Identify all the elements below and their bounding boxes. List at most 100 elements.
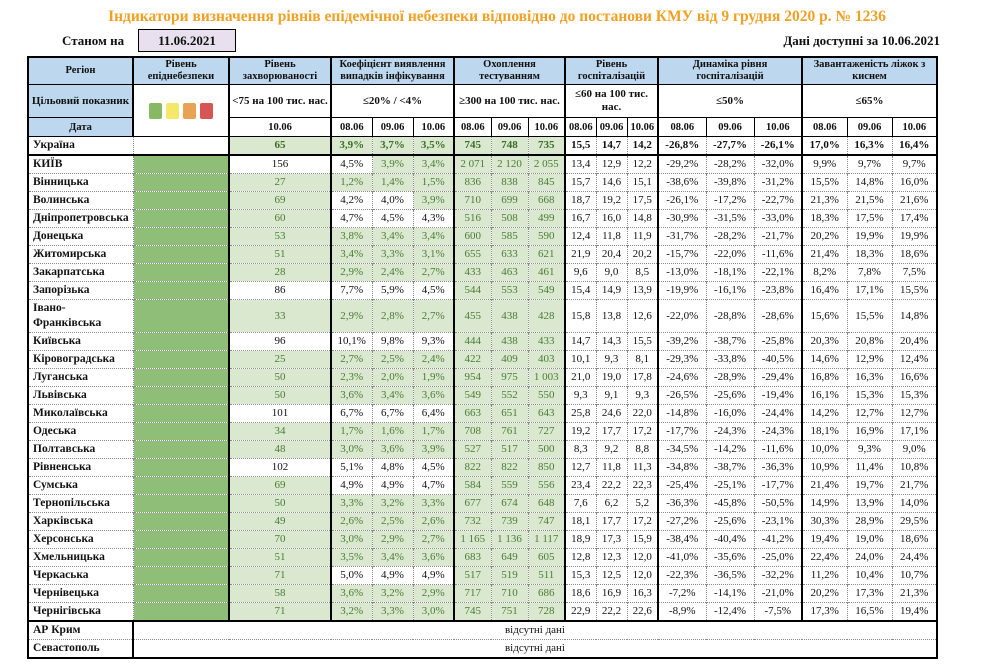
value-cell: 2,4%: [412, 350, 454, 369]
value-cell: 14,8%: [891, 299, 937, 333]
value-cell: 3,6%: [330, 584, 372, 603]
region-name: Херсонська: [27, 530, 133, 549]
value-cell: 8,2%: [801, 263, 847, 282]
region-row: Донецька 53 3,8% 3,4% 3,4% 600 585 590 12,4 11,8 1…: [27, 227, 937, 246]
danger-level-cell: [132, 386, 229, 405]
value-cell: 14,0%: [891, 494, 937, 513]
regions-tbody: Україна 65 3,9% 3,7% 3,5% 745 748 735 15,5 14,7 14…: [27, 136, 937, 658]
value-cell: 3,4%: [412, 154, 454, 174]
value-cell: 552: [490, 386, 528, 405]
value-cell: 7,7%: [330, 281, 372, 300]
value-cell: -24,3%: [705, 422, 754, 441]
target-oxygen-beds: ≤65%: [801, 84, 938, 118]
value-cell: 21,7%: [891, 476, 937, 495]
value-cell: 22,0: [626, 404, 658, 423]
value-cell: -14,8%: [657, 404, 706, 423]
value-cell: -36,5%: [705, 566, 754, 585]
value-cell: -17,7%: [657, 422, 706, 441]
value-cell: 21,3%: [801, 191, 847, 210]
value-cell: -19,4%: [753, 386, 802, 405]
region-name: Вінницька: [27, 173, 133, 192]
value-cell: 2,4%: [371, 263, 413, 282]
danger-level-cell: [132, 263, 229, 282]
value-cell: 19,4%: [801, 530, 847, 549]
value-cell: 556: [527, 476, 565, 495]
value-cell: 2 071: [453, 154, 491, 174]
value-cell: -17,2%: [705, 191, 754, 210]
value-cell: 954: [453, 368, 491, 387]
value-cell: 10,0%: [801, 440, 847, 459]
value-cell: 6,7%: [371, 404, 413, 423]
value-cell: -22,3%: [657, 566, 706, 585]
value-cell: 10,9%: [801, 458, 847, 477]
value-cell: 3,3%: [330, 494, 372, 513]
value-cell: 2,7%: [412, 299, 454, 333]
danger-legend: [132, 84, 230, 137]
value-cell: -14,2%: [705, 440, 754, 459]
date-cell: 10.06: [891, 117, 938, 137]
value-cell: 747: [527, 512, 565, 531]
value-cell: 15,5: [564, 136, 596, 155]
region-name: Миколаївська: [27, 404, 133, 423]
region-row: Херсонська 70 3,0% 2,9% 2,7% 1 165 1 136 1 117 1…: [27, 530, 937, 549]
value-cell: 17,3: [595, 530, 627, 549]
value-cell: 5,9%: [371, 281, 413, 300]
header-region: Регіон: [27, 56, 134, 85]
value-cell: 12,0: [626, 566, 658, 585]
danger-level-cell: [132, 512, 229, 531]
date-cell: 08.06: [564, 117, 597, 137]
value-cell: 2,9%: [412, 584, 454, 603]
value-cell: 3,5%: [330, 548, 372, 567]
value-cell: 600: [453, 227, 491, 246]
value-cell: 22,3: [626, 476, 658, 495]
value-cell: 8,8: [626, 440, 658, 459]
value-cell: 584: [453, 476, 491, 495]
danger-level-cell: [132, 136, 229, 155]
value-cell: 710: [453, 191, 491, 210]
value-cell: 18,6: [564, 584, 596, 603]
value-cell: -38,6%: [657, 173, 706, 192]
value-cell: 22,2: [595, 476, 627, 495]
value-cell: 2,3%: [330, 368, 372, 387]
value-cell: -22,1%: [753, 263, 802, 282]
region-name: Луганська: [27, 368, 133, 387]
value-cell: -41,2%: [753, 530, 802, 549]
value-cell: 850: [527, 458, 565, 477]
value-cell: 1 117: [527, 530, 565, 549]
value-cell: 15,8: [564, 299, 596, 333]
value-cell: 732: [453, 512, 491, 531]
value-cell: 3,4%: [412, 227, 454, 246]
value-cell: -26,5%: [657, 386, 706, 405]
value-cell: 9,7%: [891, 154, 937, 174]
value-cell: 11,4%: [846, 458, 892, 477]
value-cell: -29,2%: [657, 154, 706, 174]
value-cell: 15,3%: [891, 386, 937, 405]
value-cell: 17,7: [595, 512, 627, 531]
value-cell: 3,3%: [371, 245, 413, 264]
value-cell: -50,5%: [753, 494, 802, 513]
value-cell: 8,1: [626, 350, 658, 369]
header-detection-coef: Коефіцієнт виявлення випадків інфікуванн…: [330, 56, 455, 85]
value-cell: -14,1%: [705, 584, 754, 603]
value-cell: 156: [228, 154, 331, 174]
value-cell: 23,4: [564, 476, 596, 495]
region-row: Кіровоградська 25 2,7% 2,5% 2,4% 422 409 403 10,…: [27, 350, 937, 369]
value-cell: 699: [490, 191, 528, 210]
value-cell: -12,4%: [705, 602, 754, 621]
value-cell: 4,5%: [412, 281, 454, 300]
value-cell: 9,3: [564, 386, 596, 405]
value-cell: 18,9: [564, 530, 596, 549]
value-cell: 21,9: [564, 245, 596, 264]
value-cell: 4,3%: [412, 209, 454, 228]
value-cell: 15,1: [626, 173, 658, 192]
value-cell: 3,8%: [330, 227, 372, 246]
value-cell: -33,0%: [753, 209, 802, 228]
region-row: Полтавська 48 3,0% 3,6% 3,9% 527 517 500 8,3 9,2 8…: [27, 440, 937, 459]
value-cell: 3,1%: [412, 245, 454, 264]
value-cell: -38,4%: [657, 530, 706, 549]
indicators-table: Регіон Рівень епіднебезпеки Рівень захво…: [27, 56, 938, 659]
value-cell: 2 120: [490, 154, 528, 174]
value-cell: 517: [453, 566, 491, 585]
value-cell: -11,6%: [753, 440, 802, 459]
value-cell: 717: [453, 584, 491, 603]
